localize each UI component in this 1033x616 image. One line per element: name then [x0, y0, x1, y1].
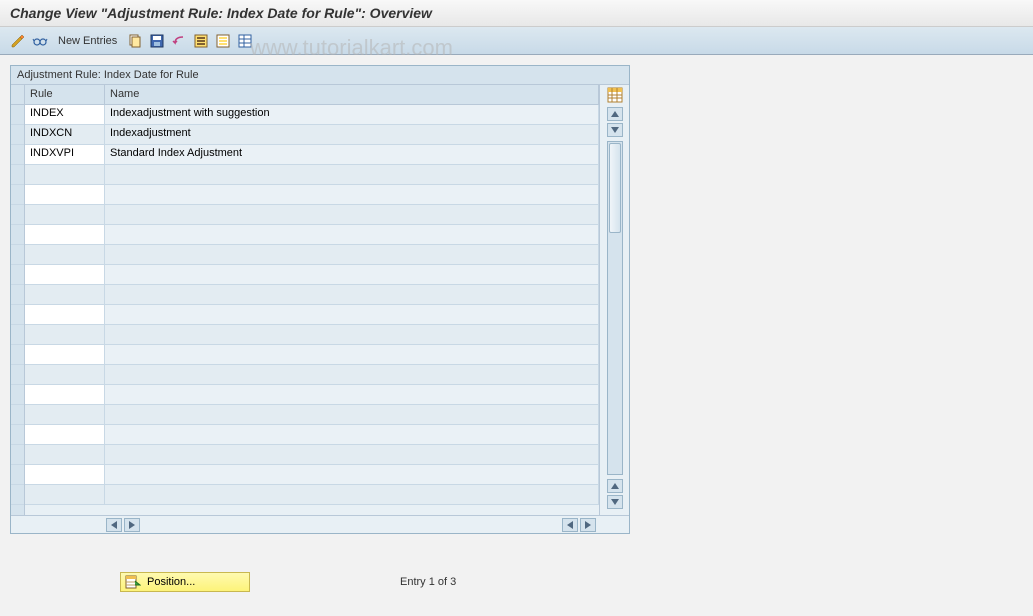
scroll-left-button[interactable]: [106, 518, 122, 532]
scroll-up-button[interactable]: [607, 107, 623, 121]
row-selector[interactable]: [11, 385, 24, 405]
row-selector[interactable]: [11, 225, 24, 245]
row-selector[interactable]: [11, 125, 24, 145]
cell-rule[interactable]: [25, 305, 105, 325]
cell-rule[interactable]: INDXVPI: [25, 145, 105, 165]
cell-rule[interactable]: [25, 285, 105, 305]
cell-rule[interactable]: [25, 265, 105, 285]
cell-name[interactable]: [105, 325, 599, 345]
row-selector[interactable]: [11, 105, 24, 125]
cell-rule[interactable]: [25, 465, 105, 485]
cell-name[interactable]: [105, 405, 599, 425]
row-selectors: [11, 85, 25, 515]
panel-header: Adjustment Rule: Index Date for Rule: [11, 66, 629, 85]
cell-rule[interactable]: [25, 385, 105, 405]
cell-name[interactable]: Indexadjustment with suggestion: [105, 105, 599, 125]
row-selector[interactable]: [11, 245, 24, 265]
row-selector[interactable]: [11, 265, 24, 285]
cell-name[interactable]: [105, 185, 599, 205]
column-rule: Rule INDEXINDXCNINDXVPI: [25, 85, 105, 515]
table-view-icon[interactable]: [235, 31, 255, 51]
cell-name[interactable]: [105, 285, 599, 305]
scroll-left-end-button[interactable]: [562, 518, 578, 532]
cell-rule[interactable]: [25, 405, 105, 425]
footer: Position... Entry 1 of 3: [120, 572, 456, 592]
cell-name[interactable]: [105, 365, 599, 385]
position-button-label: Position...: [147, 576, 195, 588]
cell-rule[interactable]: [25, 425, 105, 445]
cell-name[interactable]: [105, 205, 599, 225]
row-selector[interactable]: [11, 185, 24, 205]
cell-rule[interactable]: [25, 445, 105, 465]
cell-name[interactable]: [105, 265, 599, 285]
row-selector[interactable]: [11, 325, 24, 345]
cell-rule[interactable]: [25, 345, 105, 365]
cell-name[interactable]: Indexadjustment: [105, 125, 599, 145]
cell-rule[interactable]: [25, 165, 105, 185]
toolbar: New Entries: [0, 27, 1033, 55]
row-selector[interactable]: [11, 165, 24, 185]
column-header-name[interactable]: Name: [105, 85, 599, 105]
row-selector[interactable]: [11, 425, 24, 445]
cell-rule[interactable]: INDXCN: [25, 125, 105, 145]
page-title: Change View "Adjustment Rule: Index Date…: [0, 0, 1033, 27]
row-selector[interactable]: [11, 305, 24, 325]
row-selector[interactable]: [11, 485, 24, 505]
cell-rule[interactable]: [25, 245, 105, 265]
scroll-down-button-bottom[interactable]: [607, 495, 623, 509]
cell-rule[interactable]: [25, 485, 105, 505]
row-selector[interactable]: [11, 285, 24, 305]
vertical-scroll-area: [599, 85, 629, 515]
scroll-right-button[interactable]: [124, 518, 140, 532]
cell-rule[interactable]: [25, 365, 105, 385]
deselect-all-icon[interactable]: [213, 31, 233, 51]
scroll-down-button[interactable]: [607, 123, 623, 137]
cell-rule[interactable]: [25, 325, 105, 345]
entry-count-text: Entry 1 of 3: [400, 576, 456, 588]
cell-name[interactable]: [105, 465, 599, 485]
scroll-up-button-bottom[interactable]: [607, 479, 623, 493]
select-all-icon[interactable]: [191, 31, 211, 51]
row-selector[interactable]: [11, 445, 24, 465]
cell-name[interactable]: [105, 165, 599, 185]
cell-rule[interactable]: [25, 205, 105, 225]
row-selector[interactable]: [11, 205, 24, 225]
horizontal-scroll-area: [11, 515, 629, 533]
scrollbar-thumb[interactable]: [609, 143, 621, 233]
scroll-right-end-button[interactable]: [580, 518, 596, 532]
cell-name[interactable]: [105, 485, 599, 505]
cell-name[interactable]: [105, 225, 599, 245]
cell-rule[interactable]: [25, 185, 105, 205]
cell-name[interactable]: [105, 385, 599, 405]
cell-name[interactable]: [105, 345, 599, 365]
cell-name[interactable]: [105, 445, 599, 465]
cell-name[interactable]: [105, 305, 599, 325]
change-icon[interactable]: [8, 31, 28, 51]
position-button[interactable]: Position...: [120, 572, 250, 592]
cell-name[interactable]: [105, 245, 599, 265]
cell-rule[interactable]: [25, 225, 105, 245]
cell-rule[interactable]: INDEX: [25, 105, 105, 125]
cell-name[interactable]: Standard Index Adjustment: [105, 145, 599, 165]
cell-name[interactable]: [105, 425, 599, 445]
row-selector[interactable]: [11, 365, 24, 385]
row-selector[interactable]: [11, 465, 24, 485]
undo-icon[interactable]: [169, 31, 189, 51]
column-header-rule[interactable]: Rule: [25, 85, 105, 105]
new-entries-button[interactable]: New Entries: [52, 35, 123, 47]
configure-columns-icon[interactable]: [607, 87, 623, 103]
column-name: Name Indexadjustment with suggestionInde…: [105, 85, 599, 515]
row-selector[interactable]: [11, 145, 24, 165]
glasses-icon[interactable]: [30, 31, 50, 51]
scrollbar-track[interactable]: [607, 141, 623, 475]
row-selector[interactable]: [11, 405, 24, 425]
panel: Adjustment Rule: Index Date for Rule Rul…: [10, 65, 630, 534]
row-selector[interactable]: [11, 345, 24, 365]
save-icon[interactable]: [147, 31, 167, 51]
copy-icon[interactable]: [125, 31, 145, 51]
